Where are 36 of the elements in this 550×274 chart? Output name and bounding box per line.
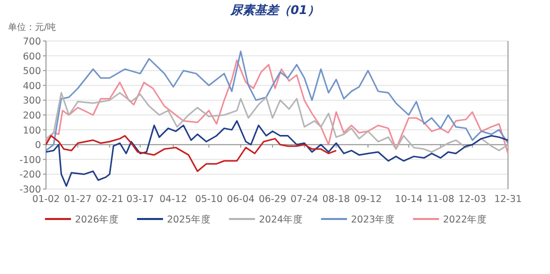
x-tick-label: 06-04 [226,194,255,205]
x-tick-label: 09-12 [354,194,382,205]
y-tick-label: 100 [22,125,41,136]
x-tick-label: 06-29 [258,194,286,205]
y-tick-label: -300 [19,184,41,196]
x-tick-label: 05-10 [195,194,223,205]
line-series [45,134,337,172]
x-tick-label: 12-31 [494,194,522,205]
y-axis-title: 单位：元/吨 [8,22,56,33]
x-tick-label: 08-18 [322,194,350,205]
x-tick-label: 07-24 [290,194,318,205]
x-tick-label: 04-12 [159,194,188,205]
x-tick-label: 10-14 [394,194,423,205]
y-tick-label: 600 [22,51,41,62]
x-tick-label: 03-17 [126,194,154,205]
legend-label: 2023年度 [351,214,396,226]
x-tick-label: 12-03 [458,194,486,205]
x-tick-label: 11-08 [426,194,454,205]
legend-label: 2024年度 [259,214,304,226]
y-tick-label: 400 [22,80,41,92]
x-tick-label: 01-27 [64,194,92,205]
y-tick-label: 300 [22,96,41,107]
legend-label: 2026年度 [75,214,120,226]
legend-label: 2022年度 [443,214,488,226]
x-tick-label: 01-02 [32,194,60,205]
x-tick-label: 02-21 [96,194,124,205]
y-tick-label: -100 [19,154,41,166]
line-series [45,92,509,153]
y-tick-label: -200 [19,170,41,181]
y-tick-label: 500 [22,66,41,78]
y-tick-label: 0 [34,140,41,152]
legend-label: 2025年度 [167,214,212,226]
chart-title: 尿素基差（01） [230,3,320,17]
y-tick-label: 700 [22,36,41,48]
y-tick-label: 200 [22,110,41,122]
line-series [45,120,509,187]
